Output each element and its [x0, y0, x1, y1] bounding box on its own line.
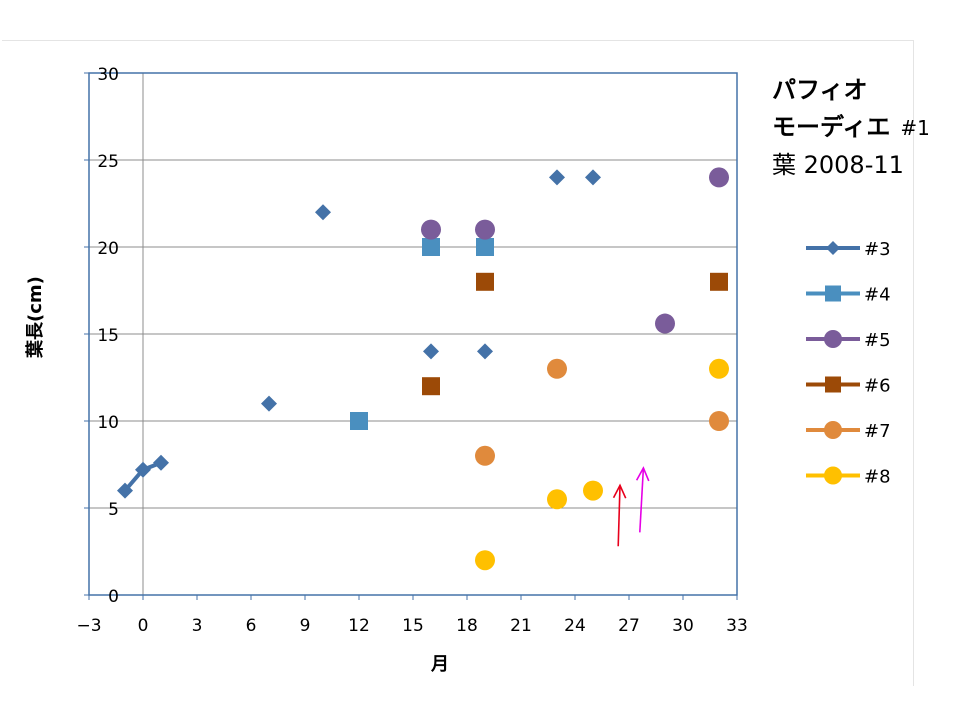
x-tick-label: 15 — [402, 616, 424, 636]
data-point — [547, 358, 567, 379]
y-tick-label: 30 — [97, 65, 119, 85]
data-point — [547, 489, 567, 510]
legend-item-n6: #6 — [806, 376, 891, 397]
data-point — [709, 411, 729, 431]
y-tick-label: 20 — [97, 239, 119, 259]
legend-label: #8 — [864, 467, 891, 488]
data-point — [475, 550, 495, 571]
y-axis-label: 葉長(cm) — [25, 276, 46, 358]
page-frame — [2, 40, 914, 686]
data-series — [117, 167, 729, 571]
data-point — [477, 343, 493, 360]
legend-label: #5 — [864, 330, 891, 351]
grid-lines — [89, 72, 737, 595]
data-point — [475, 219, 495, 240]
legend-marker — [824, 330, 842, 348]
legend-item-n8: #8 — [806, 466, 891, 488]
x-tick-label: 6 — [246, 616, 257, 636]
x-tick-label: 24 — [564, 616, 586, 636]
series-n5 — [421, 167, 729, 334]
x-tick-label: 18 — [456, 616, 478, 636]
data-point — [261, 395, 277, 412]
legend-item-n3: #3 — [806, 239, 891, 260]
series-n3 — [117, 169, 601, 499]
legend-marker — [826, 241, 840, 255]
arrow-head — [612, 483, 627, 499]
data-point — [585, 169, 601, 186]
legend-item-n7: #7 — [806, 421, 891, 442]
data-point — [655, 313, 675, 334]
x-tick-label: 3 — [192, 616, 203, 636]
data-point — [549, 169, 565, 186]
legend: #3 #4 #5 #6 #7 #8 — [806, 239, 891, 488]
data-point — [350, 412, 368, 430]
series-n4 — [350, 238, 494, 430]
x-axis-label: 月 — [431, 654, 449, 675]
x-tick-label: 30 — [672, 616, 694, 636]
arrow-shaft — [617, 485, 621, 547]
x-tick-label: 0 — [138, 616, 149, 636]
title-line-3: 葉 2008-11 — [772, 151, 904, 179]
legend-label: #7 — [864, 421, 891, 442]
legend-item-n5: #5 — [806, 330, 891, 351]
title-line-2-text: モーディエ — [772, 113, 891, 141]
data-point — [710, 272, 728, 291]
legend-marker — [824, 421, 842, 439]
data-point — [709, 358, 729, 379]
y-tick-label: 25 — [97, 152, 119, 172]
x-tick-label: 9 — [300, 616, 311, 636]
data-point — [117, 482, 133, 499]
legend-label: #4 — [864, 285, 891, 306]
y-tick-label: 10 — [97, 413, 119, 433]
arrow-annotation — [612, 483, 627, 547]
title-line-2-suffix: #1 — [900, 116, 930, 140]
data-point — [153, 454, 169, 471]
data-point — [475, 445, 495, 466]
series-n7 — [475, 358, 729, 466]
arrow-annotation — [635, 466, 650, 533]
data-point — [421, 219, 441, 240]
data-point — [476, 272, 494, 291]
arrow-head — [635, 466, 650, 482]
legend-marker — [824, 466, 842, 485]
arrow-shaft — [639, 467, 645, 533]
series-n8 — [475, 358, 729, 571]
x-tick-label: 12 — [348, 616, 370, 636]
tick-labels: −3 0 3 6 9 12 15 18 21 24 27 30 33 0 5 10 15 20 25 30 — [76, 65, 747, 636]
y-tick-label: 5 — [108, 500, 119, 520]
legend-marker — [825, 376, 841, 393]
series-n6 — [422, 272, 728, 396]
y-tick-label: 15 — [97, 326, 119, 346]
legend-label: #6 — [864, 376, 891, 397]
title-line-1: パフィオ — [772, 76, 868, 104]
data-point — [135, 461, 151, 478]
y-tick-label: 0 — [108, 587, 119, 607]
annotations — [612, 466, 650, 547]
x-tick-label: 21 — [510, 616, 532, 636]
chart-title: パフィオ モーディエ #1 葉 2008-11 — [772, 72, 930, 184]
data-point — [476, 238, 494, 256]
legend-marker — [825, 285, 841, 302]
legend-item-n4: #4 — [806, 285, 891, 306]
data-point — [423, 343, 439, 360]
data-point — [709, 167, 729, 188]
data-point — [422, 238, 440, 256]
legend-label: #3 — [864, 239, 891, 260]
data-point — [422, 377, 440, 396]
x-tick-label: 27 — [618, 616, 640, 636]
title-line-2: モーディエ #1 — [772, 109, 930, 147]
axes — [84, 72, 738, 600]
data-point — [583, 480, 603, 501]
x-tick-label: 33 — [726, 616, 748, 636]
data-point — [315, 204, 331, 221]
x-tick-label: −3 — [76, 616, 101, 636]
